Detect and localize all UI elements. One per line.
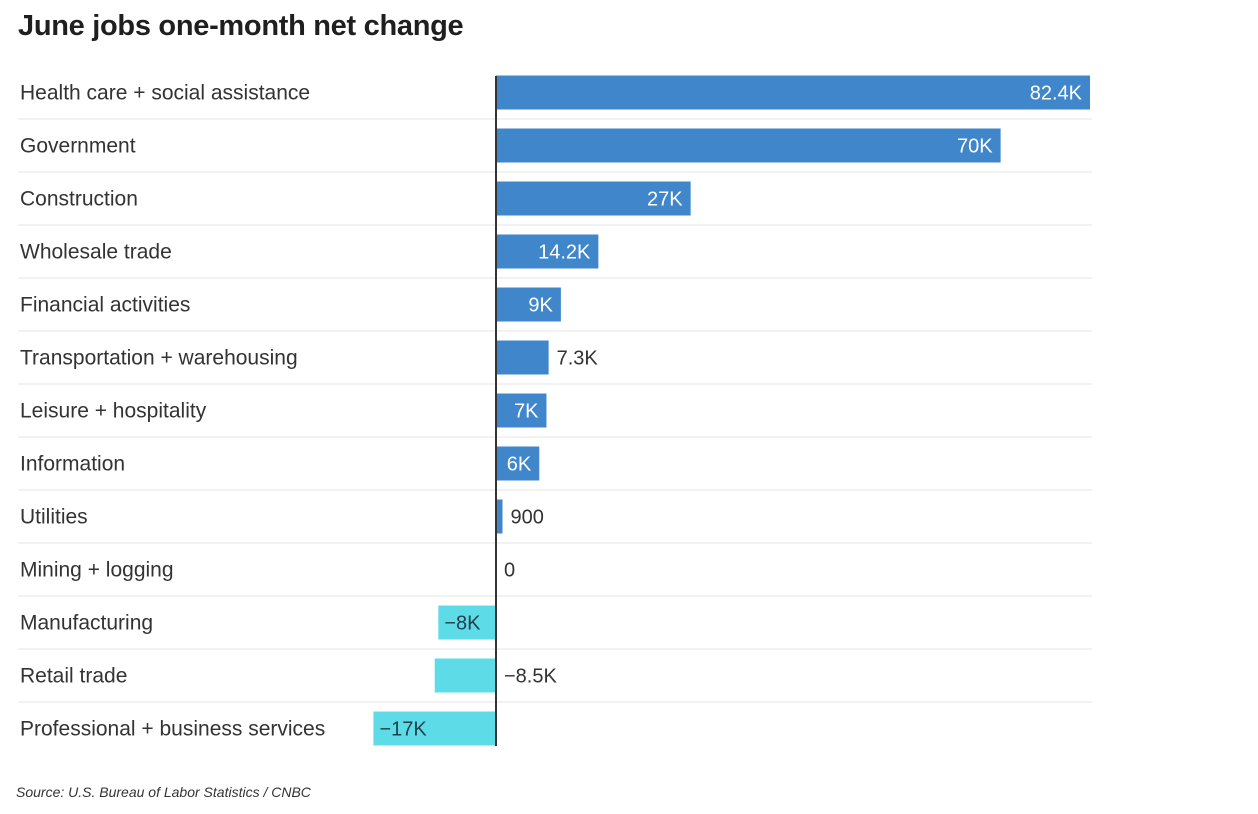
bar <box>373 711 496 746</box>
value-label: −17K <box>379 719 427 741</box>
bar <box>496 287 561 322</box>
bar <box>496 340 549 375</box>
value-label: 7K <box>514 401 539 423</box>
value-label: 27K <box>647 189 683 211</box>
bar <box>496 499 503 534</box>
bar <box>496 128 1001 163</box>
bar <box>496 446 540 481</box>
chart-title: June jobs one-month net change <box>18 10 464 42</box>
category-label: Wholesale trade <box>20 241 172 264</box>
value-label: 82.4K <box>1030 83 1083 105</box>
value-label: 6K <box>507 454 532 476</box>
bar <box>496 75 1090 110</box>
category-label: Health care + social assistance <box>20 82 310 105</box>
category-label: Financial activities <box>20 294 190 317</box>
category-label: Utilities <box>20 506 88 529</box>
value-label: 7.3K <box>557 348 599 370</box>
category-label: Mining + logging <box>20 559 174 582</box>
category-label: Information <box>20 453 125 476</box>
value-label: 9K <box>528 295 553 317</box>
value-label: −8.5K <box>504 666 557 688</box>
value-label: 14.2K <box>538 242 591 264</box>
category-label: Government <box>20 135 136 158</box>
category-label: Transportation + warehousing <box>20 347 298 370</box>
category-label: Retail trade <box>20 665 127 688</box>
bar <box>438 605 496 640</box>
bar <box>434 658 496 693</box>
category-label: Professional + business services <box>20 718 325 741</box>
value-label: 900 <box>510 507 543 529</box>
bar <box>496 181 691 216</box>
value-label: 0 <box>504 560 515 582</box>
source-note: Source: U.S. Bureau of Labor Statistics … <box>16 784 311 800</box>
value-label: −8K <box>444 613 481 635</box>
category-label: Construction <box>20 188 138 211</box>
bar <box>496 234 599 269</box>
category-label: Manufacturing <box>20 612 153 635</box>
value-label: 70K <box>957 136 993 158</box>
category-label: Leisure + hospitality <box>20 400 207 423</box>
bar <box>496 393 547 428</box>
